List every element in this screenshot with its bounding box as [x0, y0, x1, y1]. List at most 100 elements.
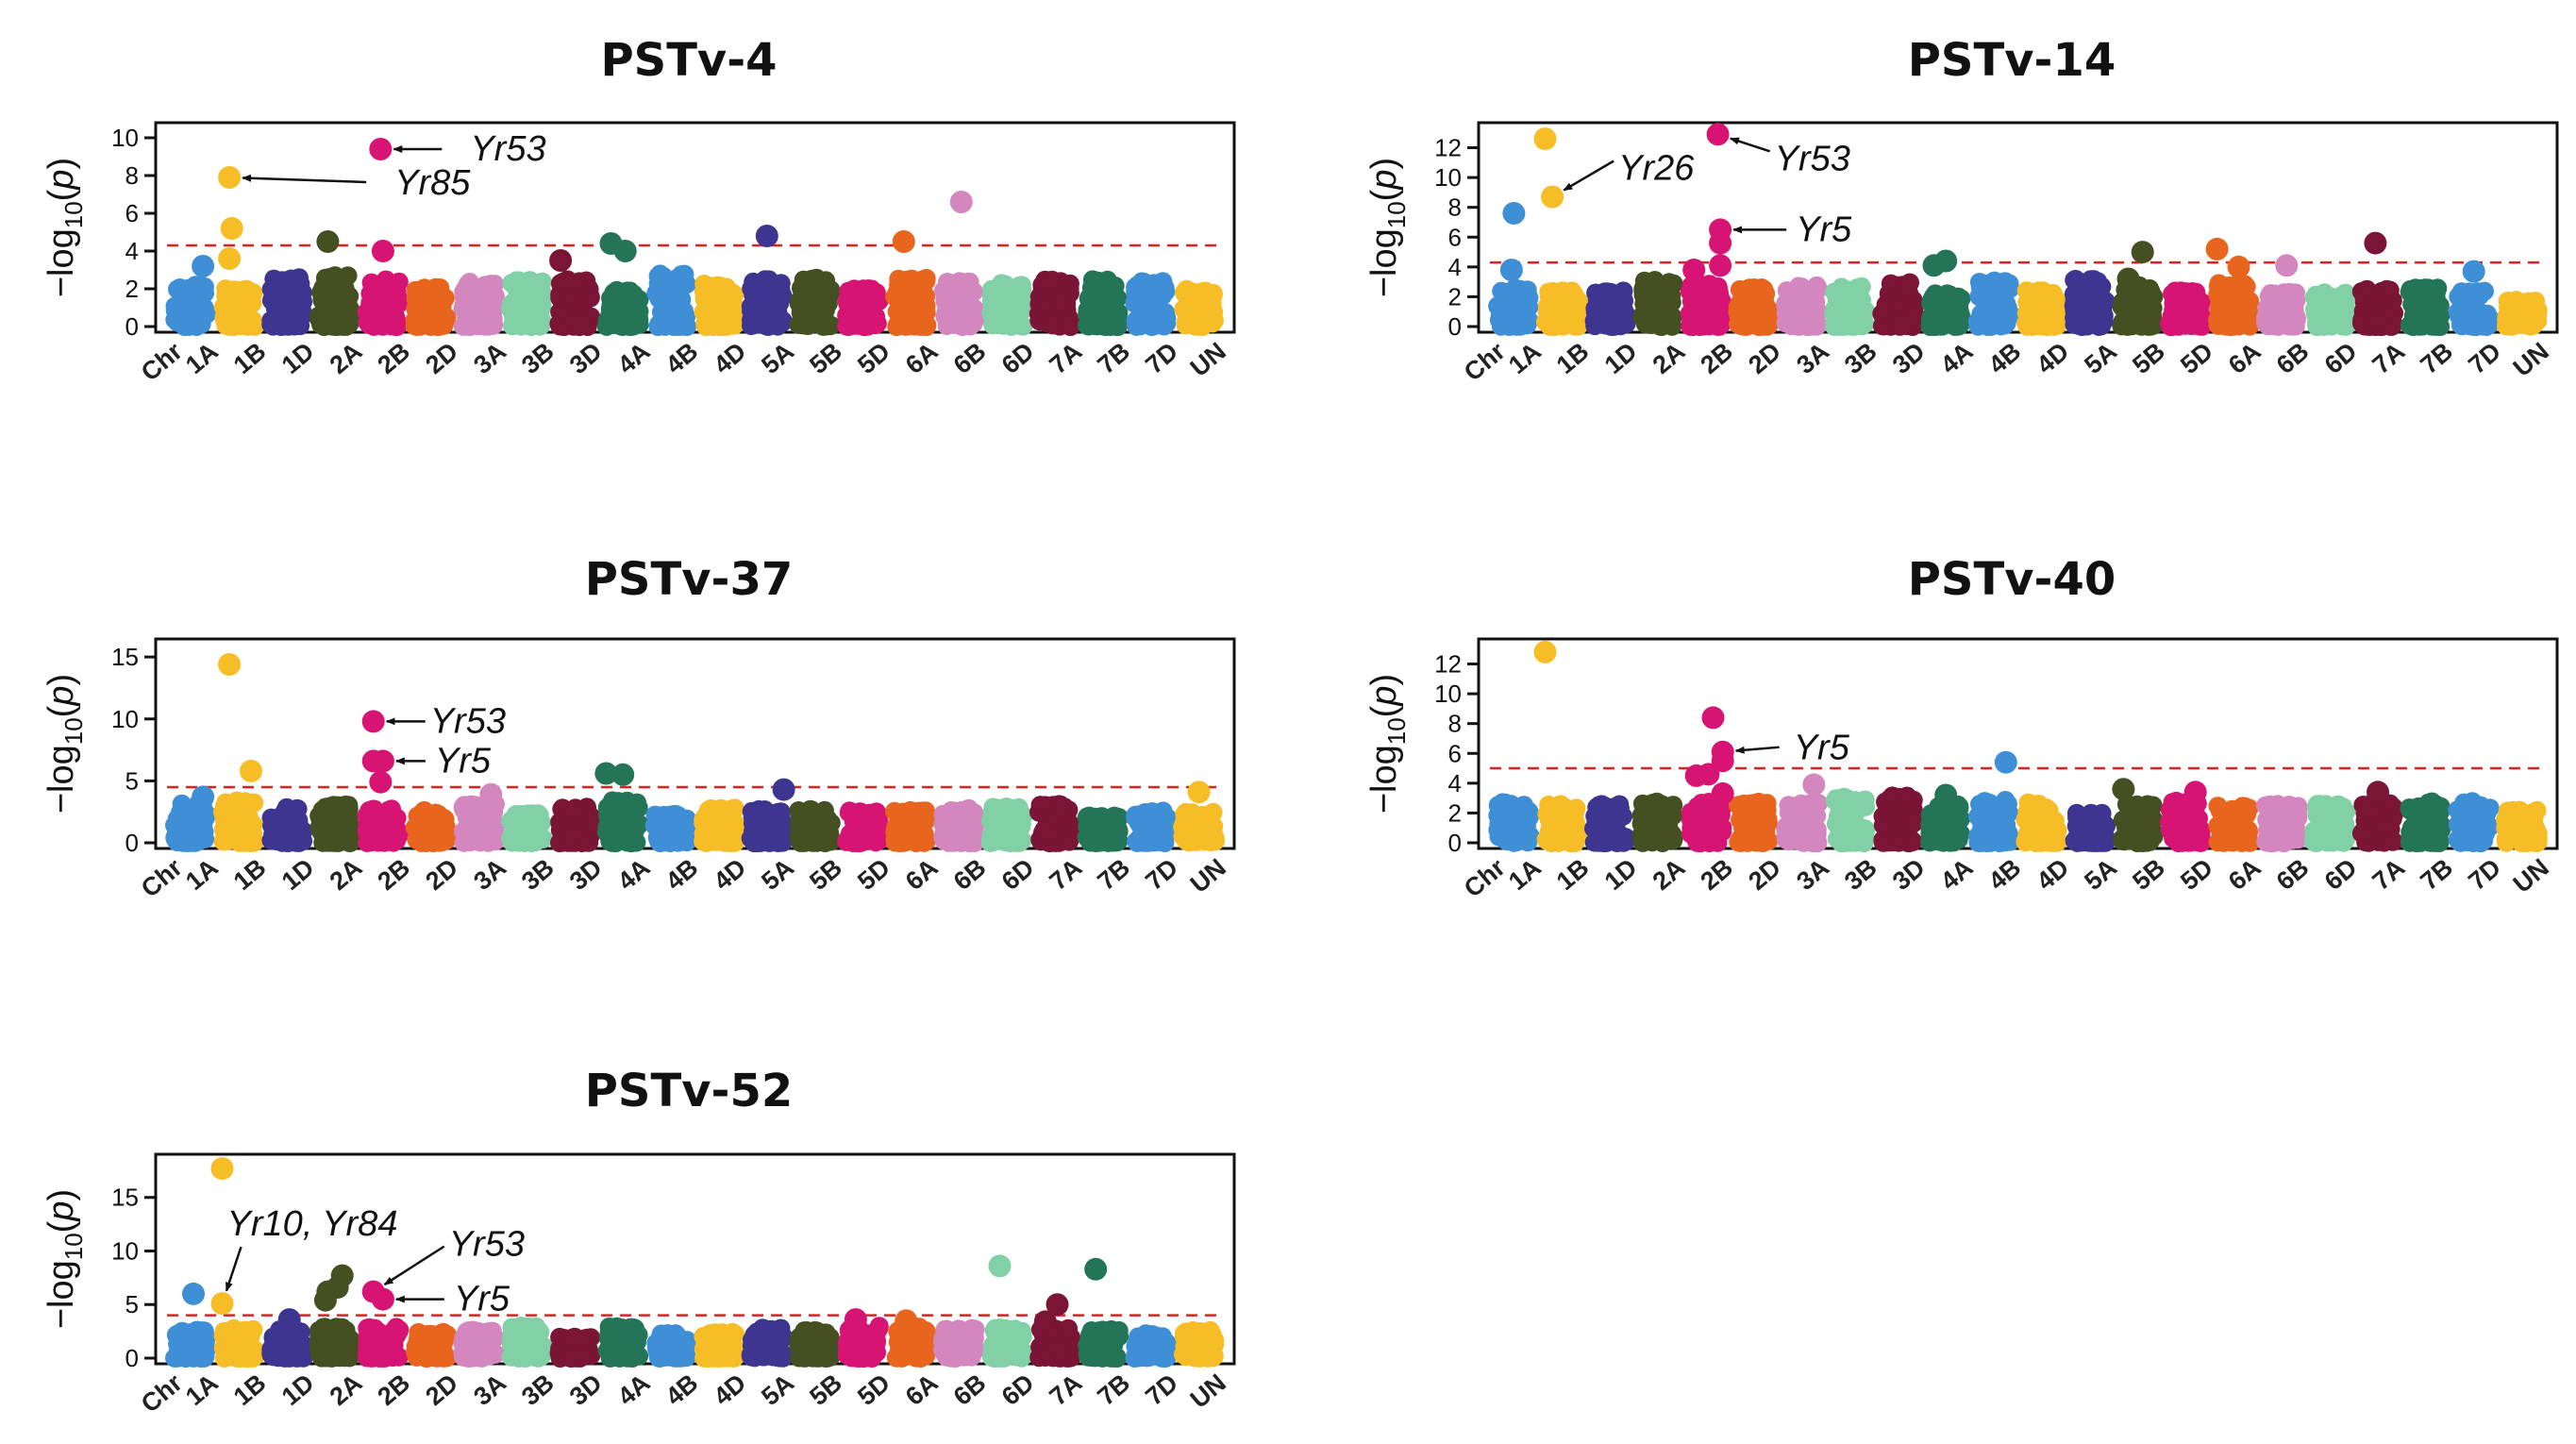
- chromosome-label: 4A: [612, 337, 656, 379]
- snp-point: [937, 273, 957, 292]
- snp-point: [866, 307, 886, 327]
- y-axis-label-variable: p: [42, 170, 81, 191]
- snp-point: [1834, 279, 1854, 299]
- chromosome-label: UN: [1185, 337, 1231, 382]
- snp-point: [1709, 279, 1729, 299]
- snp-point: [1034, 820, 1054, 840]
- significant-snp-point: [892, 230, 915, 253]
- significant-snp-point: [218, 247, 242, 270]
- snp-point: [596, 316, 616, 336]
- chromosome-label: UN: [2508, 337, 2554, 382]
- significant-snp-point: [2227, 255, 2250, 278]
- snp-point: [460, 273, 479, 292]
- y-tick-label: 2: [1448, 282, 1462, 311]
- significant-snp-point: [316, 230, 340, 253]
- snp-point: [953, 315, 973, 335]
- snp-point: [1882, 275, 1901, 294]
- significant-snp-point: [371, 240, 394, 262]
- chromosome-label: Chr: [136, 337, 188, 387]
- snp-point: [652, 267, 671, 287]
- snp-point: [911, 805, 930, 825]
- snp-point: [1645, 271, 1664, 290]
- snp-point: [2265, 286, 2284, 306]
- chromosome-label: 7D: [2463, 337, 2506, 379]
- chromosome-label: 3D: [1887, 337, 1931, 379]
- y-tick-label: 0: [125, 312, 139, 341]
- snp-point: [216, 793, 236, 813]
- snp-point: [2314, 285, 2333, 305]
- snp-point: [1792, 310, 1812, 328]
- snp-point: [562, 273, 582, 293]
- significant-snp-point: [1499, 259, 1523, 281]
- snp-point: [661, 832, 680, 852]
- snp-point: [516, 806, 536, 826]
- snp-point: [795, 275, 815, 294]
- snp-point: [952, 800, 972, 820]
- snp-point: [2089, 316, 2109, 336]
- snp-point: [770, 294, 790, 313]
- snp-point: [1177, 282, 1196, 302]
- y-axis-label-part: (: [42, 705, 81, 717]
- snp-point: [1508, 314, 1528, 334]
- snp-point: [414, 278, 434, 298]
- snp-point: [2477, 316, 2497, 336]
- significant-snp-point: [369, 138, 393, 160]
- snp-point: [894, 802, 913, 822]
- significant-snp-point: [2205, 237, 2229, 260]
- snp-point: [1683, 312, 1703, 332]
- snp-point: [476, 276, 494, 295]
- snp-point: [1511, 279, 1531, 299]
- y-tick-label: 5: [125, 766, 139, 795]
- snp-point: [280, 270, 300, 290]
- chromosome-label: 1A: [180, 337, 224, 379]
- snp-point: [901, 273, 921, 293]
- snp-point: [747, 832, 767, 852]
- y-tick-label: 8: [125, 161, 139, 190]
- snp-point: [725, 830, 744, 849]
- y-axis-label: −log10(p): [42, 158, 88, 297]
- snp-point: [915, 300, 935, 320]
- chromosome-label: 2A: [1648, 337, 1691, 379]
- snp-point: [1149, 832, 1169, 851]
- y-axis-label-part: ): [42, 674, 81, 686]
- snp-point: [620, 281, 640, 301]
- snp-point: [460, 317, 480, 336]
- snp-point: [1997, 313, 2016, 333]
- snp-point: [580, 287, 600, 307]
- chromosome-label: 4D: [2032, 337, 2075, 379]
- snp-point: [845, 281, 864, 301]
- snp-point: [293, 301, 312, 321]
- snp-point: [236, 819, 256, 839]
- snp-point: [2227, 275, 2247, 294]
- snp-point: [1891, 316, 1911, 336]
- chromosome-label: 2B: [1695, 337, 1738, 379]
- chromosome-label: 7A: [1045, 337, 1088, 379]
- significant-snp-point: [2462, 260, 2485, 283]
- significant-snp-point: [1709, 218, 1732, 242]
- chromosome-label: 6A: [900, 337, 944, 379]
- snp-point: [656, 302, 676, 322]
- snp-point: [599, 826, 619, 845]
- snp-point: [1614, 308, 1634, 327]
- snp-point: [453, 821, 473, 841]
- snp-point: [1176, 315, 1196, 335]
- snp-point: [909, 314, 928, 334]
- snp-point: [698, 823, 718, 843]
- snp-point: [707, 803, 727, 823]
- significant-snp-point: [1502, 202, 1526, 225]
- snp-point: [772, 822, 792, 842]
- chromosome-label: 3B: [516, 337, 560, 379]
- chromosome-label: 2B: [372, 337, 415, 379]
- snp-point: [2505, 294, 2525, 313]
- snp-point: [2120, 314, 2139, 334]
- significant-snp-point: [549, 249, 573, 272]
- snp-point: [771, 802, 791, 822]
- gene-label: Yr53: [470, 129, 545, 169]
- snp-point: [1539, 286, 1559, 306]
- chromosome-label: 5B: [2127, 337, 2170, 379]
- snp-point: [1969, 273, 1989, 292]
- y-tick-label: 6: [125, 199, 139, 227]
